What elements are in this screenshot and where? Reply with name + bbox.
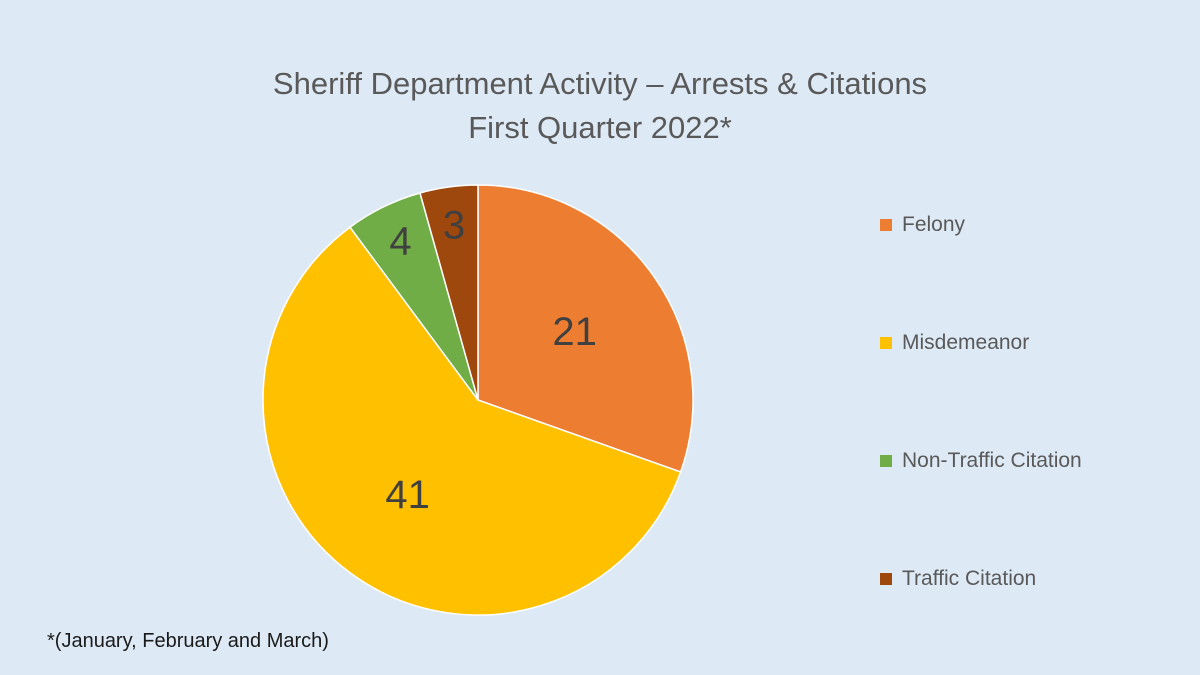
- chart-title: Sheriff Department Activity – Arrests & …: [272, 66, 928, 101]
- pie-slice-misdemeanor: [262, 226, 682, 616]
- legend-item-non-traffic-citation: Non-Traffic Citation: [880, 446, 1082, 476]
- legend-swatch-non-traffic-citation: [880, 455, 892, 467]
- legend-label-felony: Felony: [902, 213, 966, 236]
- data-label-misdemeanor: 41: [385, 473, 430, 517]
- pie-slice-felony: [477, 184, 694, 473]
- legend-item-misdemeanor: Misdemeanor: [880, 328, 1029, 358]
- pie-slice-traffic-citation: [419, 184, 479, 401]
- data-label-non-traffic-citation: 4: [389, 220, 411, 264]
- legend-label-non-traffic-citation: Non-Traffic Citation: [902, 449, 1082, 472]
- data-label-felony: 21: [552, 310, 597, 354]
- legend-item-traffic-citation: Traffic Citation: [880, 564, 1036, 594]
- data-label-traffic-citation: 3: [443, 203, 465, 247]
- legend-label-misdemeanor: Misdemeanor: [902, 331, 1030, 354]
- legend-label-traffic-citation: Traffic Citation: [902, 567, 1037, 590]
- legend-item-felony: Felony: [880, 210, 965, 240]
- chart-subtitle: First Quarter 2022*: [468, 110, 732, 145]
- legend-swatch-misdemeanor: [880, 337, 892, 349]
- footnote: *(January, February and March): [47, 630, 329, 652]
- legend-swatch-felony: [880, 219, 892, 231]
- legend-swatch-traffic-citation: [880, 573, 892, 585]
